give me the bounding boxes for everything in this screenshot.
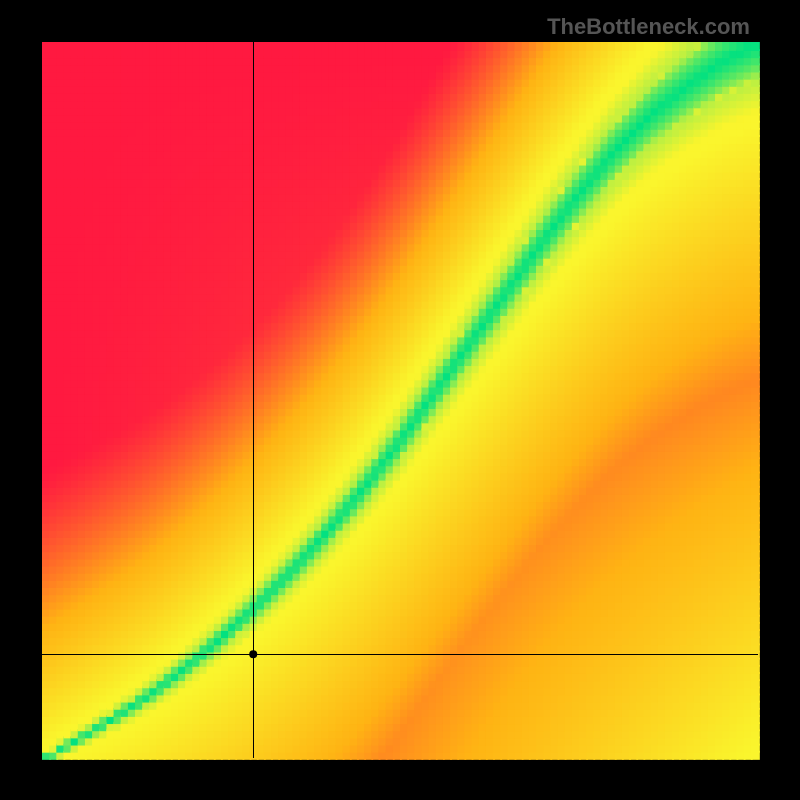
watermark-text: TheBottleneck.com: [547, 14, 750, 40]
chart-container: TheBottleneck.com: [0, 0, 800, 800]
bottleneck-heatmap: [0, 0, 800, 800]
